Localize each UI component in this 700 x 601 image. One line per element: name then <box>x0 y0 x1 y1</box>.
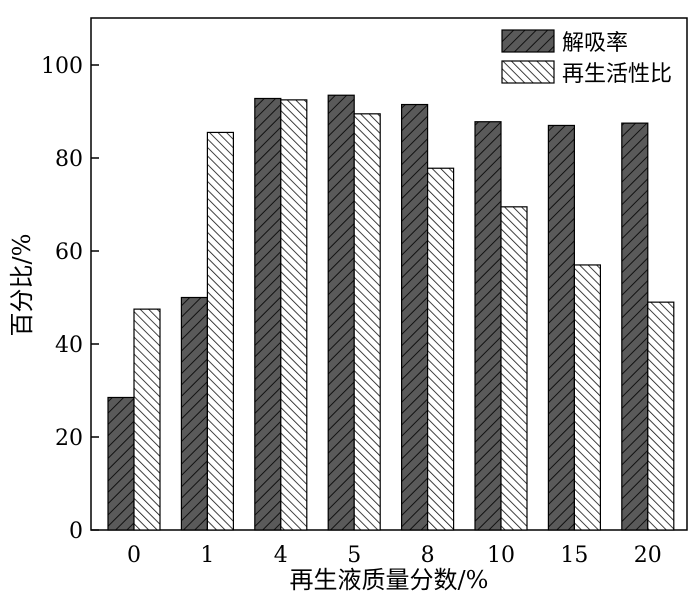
x-tick-label: 0 <box>127 543 141 568</box>
legend-swatch-desorption <box>501 29 555 53</box>
y-tick-label: 40 <box>55 333 83 358</box>
y-axis-label: 百分比/% <box>8 234 36 337</box>
y-tick-label: 100 <box>41 54 83 79</box>
y-tick-label: 0 <box>69 519 83 544</box>
x-tick-label: 1 <box>200 543 214 568</box>
y-tick-label: 60 <box>55 240 83 265</box>
x-tick-label: 5 <box>347 543 361 568</box>
plot-frame <box>90 17 688 531</box>
bar-regeneration <box>500 206 528 531</box>
bars <box>107 94 675 531</box>
bar-regeneration <box>427 167 455 531</box>
legend-item-regeneration: 再生活性比 <box>501 60 672 87</box>
x-tick-label: 8 <box>421 543 435 568</box>
legend-label-regeneration: 再生活性比 <box>562 62 672 87</box>
bar-desorption <box>107 396 135 531</box>
bar-desorption <box>401 103 429 531</box>
bar-regeneration <box>353 113 381 531</box>
bar-desorption <box>621 122 649 531</box>
y-tick-label: 80 <box>55 147 83 172</box>
plot-area <box>90 17 688 531</box>
x-tick-label: 15 <box>560 543 588 568</box>
bar-desorption <box>180 296 208 531</box>
x-tick-label: 4 <box>274 543 288 568</box>
y-axis: 0 20 40 60 80 100 <box>41 54 99 544</box>
bar-regeneration <box>133 308 161 531</box>
legend: 解吸率 再生活性比 <box>501 29 672 87</box>
bar-desorption <box>547 124 576 531</box>
bar-desorption <box>474 121 502 531</box>
bar-desorption <box>327 94 355 531</box>
bar-regeneration <box>647 301 675 531</box>
legend-label-desorption: 解吸率 <box>562 31 628 56</box>
bar-desorption <box>254 97 282 531</box>
bar-regeneration <box>573 264 602 531</box>
x-tick-label: 10 <box>487 543 515 568</box>
legend-item-desorption: 解吸率 <box>501 29 628 56</box>
x-tick-label: 20 <box>634 543 662 568</box>
legend-swatch-regeneration <box>501 60 555 84</box>
bar-regeneration <box>206 131 234 531</box>
bar-regeneration <box>280 99 308 531</box>
y-tick-label: 20 <box>55 426 83 451</box>
x-axis: 0 1 4 5 8 10 15 20 <box>127 543 662 568</box>
x-axis-label: 再生液质量分数/% <box>290 566 489 594</box>
